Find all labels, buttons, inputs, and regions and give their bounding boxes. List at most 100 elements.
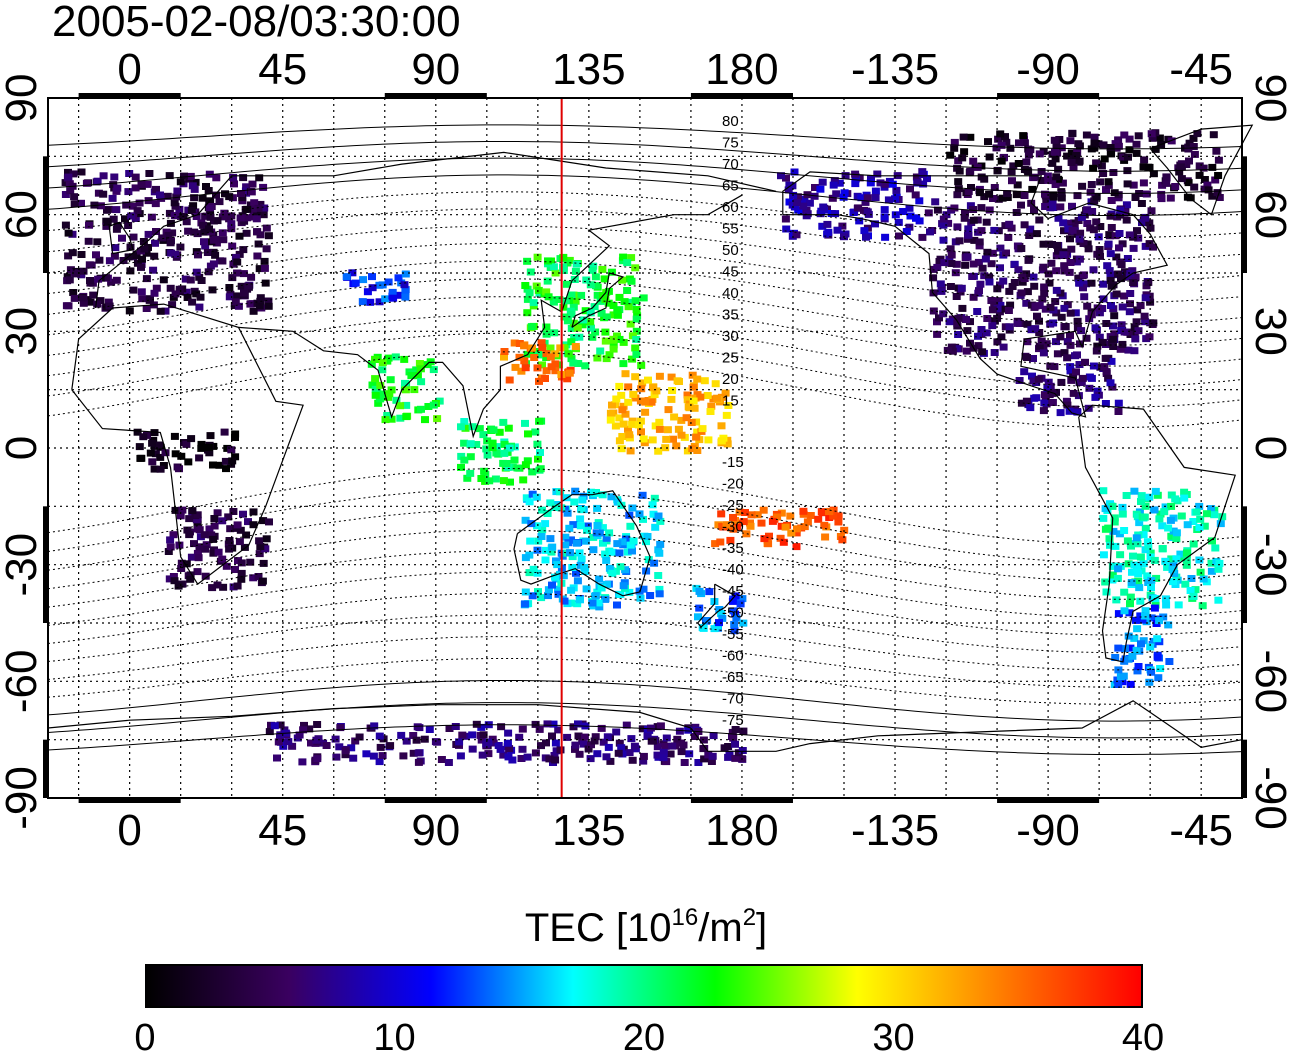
tec-cell bbox=[151, 450, 160, 458]
tec-cell bbox=[1153, 635, 1162, 643]
tec-cell bbox=[1113, 574, 1122, 582]
tec-cell bbox=[993, 285, 1002, 293]
left-lat-label: 30 bbox=[0, 307, 46, 356]
tec-cell bbox=[276, 721, 285, 729]
tec-cell bbox=[233, 269, 242, 277]
tec-cell bbox=[1022, 397, 1031, 405]
tec-cell bbox=[642, 538, 650, 546]
tec-cell bbox=[72, 270, 81, 278]
tec-cell bbox=[1034, 375, 1043, 383]
tec-cell bbox=[573, 577, 582, 585]
tec-cell bbox=[634, 421, 643, 429]
tec-cell bbox=[1024, 151, 1033, 159]
maglat-label: 45 bbox=[722, 264, 739, 281]
left-lat-label: 90 bbox=[0, 74, 46, 123]
tec-cell bbox=[975, 238, 984, 246]
tec-cell bbox=[1065, 407, 1074, 415]
maglat-label: -60 bbox=[722, 648, 744, 665]
maglat-label: -20 bbox=[722, 476, 744, 493]
tec-cell bbox=[1052, 173, 1061, 181]
tec-cell bbox=[551, 269, 560, 277]
tec-cell bbox=[1142, 190, 1151, 198]
tec-cell bbox=[888, 180, 897, 188]
tec-cell bbox=[1114, 270, 1123, 278]
tec-cell bbox=[169, 573, 178, 580]
tec-cell bbox=[1112, 290, 1121, 298]
tec-cell bbox=[1198, 602, 1207, 610]
tec-cell bbox=[195, 303, 204, 311]
tec-cell bbox=[612, 395, 621, 403]
tec-cell bbox=[1040, 399, 1049, 407]
tec-cell bbox=[136, 454, 145, 462]
tec-cell bbox=[207, 531, 216, 539]
tec-cell bbox=[792, 543, 801, 551]
tec-cell bbox=[960, 148, 969, 156]
tec-cell bbox=[1189, 592, 1198, 600]
tec-cell bbox=[1134, 570, 1143, 578]
tec-cell bbox=[444, 759, 453, 766]
tec-cell bbox=[1168, 566, 1177, 574]
tec-cell bbox=[943, 346, 952, 354]
tec-cell bbox=[591, 489, 600, 497]
tec-cell bbox=[632, 306, 641, 313]
tec-cell bbox=[1120, 328, 1129, 336]
tec-cell bbox=[1133, 227, 1141, 235]
tec-cell bbox=[985, 206, 994, 214]
tec-cell bbox=[499, 751, 508, 759]
tec-cell bbox=[926, 228, 934, 236]
tec-cell bbox=[703, 617, 712, 624]
tec-cell bbox=[1119, 153, 1128, 161]
tec-cell bbox=[93, 300, 102, 308]
coastline bbox=[513, 490, 651, 597]
bottom-lon-label: 0 bbox=[117, 806, 141, 855]
tec-cell bbox=[168, 301, 177, 309]
tec-cell bbox=[1046, 204, 1055, 212]
tec-cell bbox=[526, 268, 535, 276]
tec-cell bbox=[1213, 189, 1222, 197]
tec-cell bbox=[541, 546, 550, 554]
tec-cell bbox=[1078, 182, 1087, 190]
tec-cell bbox=[242, 183, 251, 191]
tec-cell bbox=[1035, 317, 1043, 325]
tec-cell bbox=[200, 531, 209, 539]
tec-cell bbox=[1067, 245, 1076, 253]
tec-cell bbox=[1102, 186, 1110, 194]
edge-bar-top bbox=[384, 93, 487, 98]
tec-cell bbox=[602, 355, 611, 363]
tec-cell bbox=[1099, 280, 1108, 288]
tec-cell bbox=[145, 170, 154, 177]
tec-cell bbox=[1077, 327, 1086, 335]
tec-cell bbox=[521, 419, 529, 427]
right-lat-label: 30 bbox=[1246, 307, 1292, 356]
tec-cell bbox=[1195, 162, 1204, 170]
tec-cell bbox=[1080, 293, 1089, 301]
tec-cell bbox=[730, 627, 739, 635]
tec-cell bbox=[206, 213, 215, 221]
tec-cell bbox=[173, 187, 182, 195]
tec-cell bbox=[166, 536, 175, 544]
tec-cell bbox=[231, 298, 240, 306]
tec-cell bbox=[177, 565, 186, 572]
tec-cell bbox=[577, 506, 586, 514]
tec-cell bbox=[170, 199, 179, 207]
tec-cell bbox=[839, 193, 848, 201]
tec-cell bbox=[254, 204, 263, 212]
edge-bar-right bbox=[1242, 739, 1247, 798]
tec-cell bbox=[543, 510, 552, 517]
tec-cell bbox=[1183, 549, 1191, 557]
tec-cell bbox=[188, 507, 197, 515]
tec-cell bbox=[999, 343, 1008, 351]
tec-region-pacific-equator bbox=[606, 370, 733, 455]
tec-cell bbox=[205, 225, 213, 233]
tec-cell bbox=[218, 555, 227, 563]
tec-cell bbox=[1120, 607, 1129, 615]
tec-cell bbox=[133, 207, 142, 215]
coastline bbox=[1149, 124, 1254, 216]
tec-cell bbox=[586, 318, 595, 326]
tec-cell bbox=[252, 215, 261, 223]
tec-cell bbox=[636, 417, 645, 425]
tec-cell bbox=[1183, 193, 1192, 201]
tec-cell bbox=[225, 293, 234, 301]
tec-cell bbox=[1124, 328, 1133, 336]
tec-cell bbox=[218, 213, 227, 221]
